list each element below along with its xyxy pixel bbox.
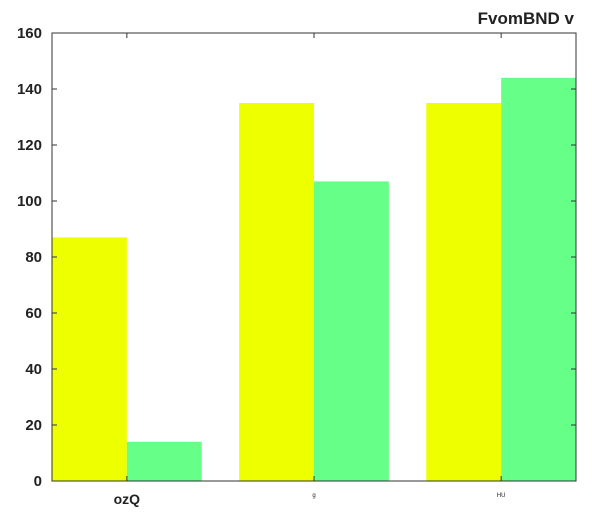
ytick-label-160: 160 — [17, 25, 42, 42]
ytick-label-0: 0 — [34, 473, 42, 490]
ytick-label-60: 60 — [25, 305, 42, 322]
bar-series-2-g — [314, 181, 389, 481]
xtick-label-HU: HU — [497, 493, 506, 499]
ytick-label-140: 140 — [17, 81, 42, 98]
bar-series-1-ozQ — [52, 237, 127, 481]
xtick-label-ozQ: ozQ — [114, 491, 141, 507]
ytick-label-100: 100 — [17, 193, 42, 210]
bar-series-2-HU — [501, 78, 576, 481]
bar-series-2-ozQ — [127, 442, 202, 481]
ytick-label-120: 120 — [17, 137, 42, 154]
chart-title: FvomBND v — [478, 9, 575, 28]
bars-group — [52, 78, 576, 481]
bar-series-1-g — [239, 103, 314, 481]
ytick-label-40: 40 — [25, 361, 42, 378]
bar-series-1-HU — [426, 103, 501, 481]
ytick-label-80: 80 — [25, 249, 42, 266]
xtick-label-g: g — [312, 493, 315, 499]
ytick-label-20: 20 — [25, 417, 42, 434]
